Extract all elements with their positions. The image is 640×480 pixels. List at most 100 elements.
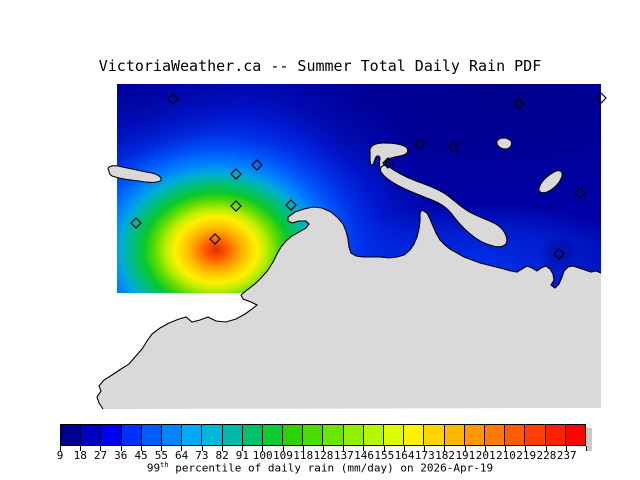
- colorbar-tick: [201, 446, 203, 451]
- colorbar-cell: [121, 425, 142, 445]
- colorbar-tick-label: 210: [495, 449, 516, 462]
- colorbar-cell: [202, 425, 223, 445]
- colorbar-tick-label: 201: [475, 449, 496, 462]
- colorbar-tick: [221, 446, 223, 451]
- land: [96, 137, 602, 410]
- station-diamond-icon: [382, 157, 394, 169]
- colorbar-cell: [343, 425, 364, 445]
- colorbar-tick: [262, 446, 264, 451]
- station-diamond-icon: [230, 168, 242, 180]
- colorbar-tick-label: 18: [73, 449, 87, 462]
- colorbar-tick-label: 182: [435, 449, 456, 462]
- coastline: [96, 206, 602, 410]
- colorbar-tick-label: 109: [273, 449, 293, 462]
- colorbar-cell: [384, 425, 405, 445]
- colorbar-tick-label: 128: [313, 449, 334, 462]
- island-west: [107, 165, 162, 183]
- colorbar-tick: [565, 446, 567, 451]
- colorbar-shadow: [586, 428, 592, 451]
- islet-small: [496, 137, 513, 150]
- colorbar-cells: [60, 424, 586, 446]
- colorbar-tick-label: 164: [394, 449, 415, 462]
- colorbar-cell: [363, 425, 384, 445]
- station-diamond-icon: [574, 187, 586, 199]
- colorbar-tick: [424, 446, 426, 451]
- colorbar-cell: [505, 425, 526, 445]
- colorbar-tick: [323, 446, 324, 451]
- colorbar-tick: [444, 446, 446, 451]
- station-diamond-icon: [553, 248, 565, 260]
- colorbar-tick-label: 45: [134, 449, 148, 462]
- colorbar-tick: [120, 446, 122, 451]
- colorbar-cell: [141, 425, 162, 445]
- colorbar-tick: [181, 446, 183, 451]
- colorbar-tick: [525, 446, 527, 451]
- colorbar-cell: [545, 425, 566, 445]
- colorbar-tick: [60, 446, 61, 451]
- caption-percentile-value: 99: [146, 461, 161, 475]
- colorbar-tick: [302, 446, 304, 451]
- colorbar-cell: [101, 425, 122, 445]
- colorbar-tick: [383, 446, 385, 451]
- colorbar-tick: [80, 446, 82, 451]
- station-diamond-icon: [167, 93, 179, 105]
- plot-title: VictoriaWeather.ca -- Summer Total Daily…: [98, 57, 542, 75]
- colorbar-tick-label: 73: [195, 449, 209, 462]
- colorbar-tick-label: 91: [235, 449, 250, 462]
- station-diamond-icon: [209, 233, 221, 245]
- colorbar-tick: [242, 446, 244, 451]
- colorbar-tick-label: 155: [374, 449, 395, 462]
- station-diamond-icon: [230, 200, 242, 212]
- station-diamond-icon: [414, 138, 426, 150]
- colorbar-cell: [283, 425, 304, 445]
- colorbar-tick-label: 100: [252, 449, 273, 462]
- colorbar-tick: [545, 446, 547, 451]
- colorbar-cell: [444, 425, 465, 445]
- colorbar-tick: [505, 446, 507, 451]
- colorbar-tick-label: 146: [354, 449, 374, 462]
- colorbar-cell: [484, 425, 506, 445]
- station-diamond-icon: [130, 217, 142, 229]
- colorbar-cell: [61, 425, 82, 445]
- colorbar-tick: [403, 446, 405, 451]
- mainland: [97, 207, 601, 409]
- colorbar-cell: [81, 425, 102, 445]
- caption-text: percentile of daily rain (mm/day) on 202…: [168, 461, 494, 475]
- colorbar-tick: [100, 446, 102, 451]
- colorbar-cell: [222, 425, 243, 445]
- colorbar-tick-label: 9: [56, 449, 64, 462]
- colorbar-tick-row: 9 18 27 36 45 55 64 73 82 91 100 109 118 128 137 146 155…: [56, 449, 587, 462]
- colorbar-tick-label: 55: [154, 449, 168, 462]
- colorbar-tick: [586, 446, 587, 451]
- colorbar-cell: [262, 425, 284, 445]
- colorbar-cell: [525, 425, 546, 445]
- station-diamond-icon: [595, 92, 607, 104]
- colorbar-cell: [464, 425, 485, 445]
- station-diamond-icon: [448, 141, 460, 153]
- colorbar-tick-label: 82: [215, 449, 229, 462]
- colorbar-tick: [161, 446, 163, 451]
- station-diamond-icon: [285, 199, 297, 211]
- colorbar-tick: [484, 446, 486, 451]
- colorbar-ticks: [60, 446, 587, 451]
- colorbar-cell: [161, 425, 183, 445]
- colorbar-tick-label: 64: [174, 449, 189, 462]
- colorbar-tick-label: 191: [455, 449, 476, 462]
- colorbar-tick-label: 228: [536, 449, 557, 462]
- colorbar-cell: [303, 425, 324, 445]
- colorbar-cell: [242, 425, 263, 445]
- colorbar-tick: [282, 446, 284, 451]
- station-diamond-icon: [513, 98, 525, 110]
- island-chain: [379, 164, 508, 248]
- colorbar-cell: [182, 425, 203, 445]
- colorbar-cell: [424, 425, 445, 445]
- colorbar-tick-label: 36: [114, 449, 128, 462]
- colorbar-tick: [343, 446, 345, 451]
- colorbar-cell: [404, 425, 425, 445]
- colorbar-tick-label: 237: [556, 449, 577, 462]
- island-east: [538, 170, 563, 194]
- colorbar-tick-label: 137: [333, 449, 354, 462]
- caption-ordinal: th: [160, 461, 169, 469]
- colorbar-cell: [565, 425, 585, 445]
